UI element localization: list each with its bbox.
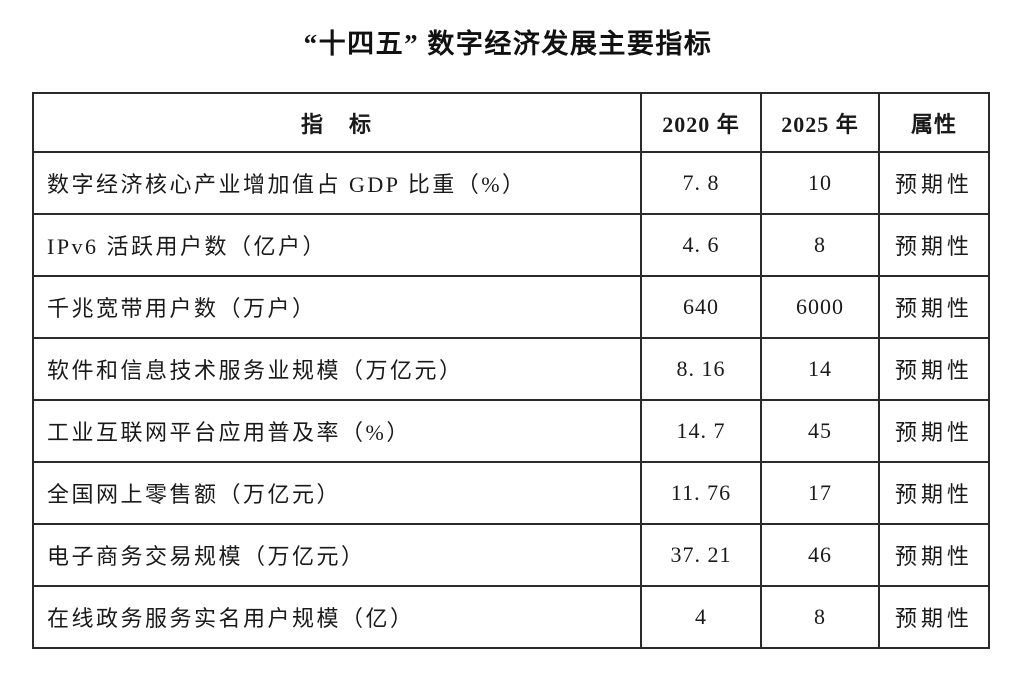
indicator-cell: 电子商务交易规模（万亿元） — [32, 523, 642, 587]
header-cell-2025: 2025 年 — [760, 92, 880, 153]
attribute-cell: 预期性 — [878, 399, 990, 463]
attribute-cell: 预期性 — [878, 523, 990, 587]
value-2020-cell: 37. 21 — [640, 523, 762, 587]
value-2025-cell: 6000 — [760, 275, 880, 339]
value-2025-cell: 46 — [760, 523, 880, 587]
indicator-cell: 全国网上零售额（万亿元） — [32, 461, 642, 525]
indicator-cell: 数字经济核心产业增加值占 GDP 比重（%） — [32, 151, 642, 215]
indicators-table: 指 标 2020 年 2025 年 属性 数字经济核心产业增加值占 GDP 比重… — [32, 92, 990, 649]
attribute-cell: 预期性 — [878, 275, 990, 339]
value-2025-cell: 8 — [760, 585, 880, 649]
value-2025-cell: 17 — [760, 461, 880, 525]
indicator-cell: 工业互联网平台应用普及率（%） — [32, 399, 642, 463]
indicator-cell: 软件和信息技术服务业规模（万亿元） — [32, 337, 642, 401]
attribute-cell: 预期性 — [878, 461, 990, 525]
indicator-cell: 千兆宽带用户数（万户） — [32, 275, 642, 339]
table-row: 数字经济核心产业增加值占 GDP 比重（%） 7. 8 10 预期性 — [32, 151, 990, 215]
value-2020-cell: 4 — [640, 585, 762, 649]
value-2025-cell: 10 — [760, 151, 880, 215]
value-2020-cell: 8. 16 — [640, 337, 762, 401]
value-2025-cell: 14 — [760, 337, 880, 401]
value-2020-cell: 7. 8 — [640, 151, 762, 215]
attribute-cell: 预期性 — [878, 151, 990, 215]
table-row: 电子商务交易规模（万亿元） 37. 21 46 预期性 — [32, 523, 990, 587]
table-row: 千兆宽带用户数（万户） 640 6000 预期性 — [32, 275, 990, 339]
table-row: 全国网上零售额（万亿元） 11. 76 17 预期性 — [32, 461, 990, 525]
value-2020-cell: 14. 7 — [640, 399, 762, 463]
table-row: IPv6 活跃用户数（亿户） 4. 6 8 预期性 — [32, 213, 990, 277]
value-2020-cell: 4. 6 — [640, 213, 762, 277]
attribute-cell: 预期性 — [878, 213, 990, 277]
value-2025-cell: 45 — [760, 399, 880, 463]
header-cell-attribute: 属性 — [878, 92, 990, 153]
attribute-cell: 预期性 — [878, 337, 990, 401]
header-cell-2020: 2020 年 — [640, 92, 762, 153]
value-2025-cell: 8 — [760, 213, 880, 277]
value-2020-cell: 11. 76 — [640, 461, 762, 525]
indicator-cell: 在线政务服务实名用户规模（亿） — [32, 585, 642, 649]
attribute-cell: 预期性 — [878, 585, 990, 649]
table-row: 软件和信息技术服务业规模（万亿元） 8. 16 14 预期性 — [32, 337, 990, 401]
value-2020-cell: 640 — [640, 275, 762, 339]
indicator-cell: IPv6 活跃用户数（亿户） — [32, 213, 642, 277]
page-title: “十四五” 数字经济发展主要指标 — [303, 29, 713, 59]
table-row: 在线政务服务实名用户规模（亿） 4 8 预期性 — [32, 585, 990, 649]
table-row: 工业互联网平台应用普及率（%） 14. 7 45 预期性 — [32, 399, 990, 463]
header-cell-indicator: 指 标 — [32, 92, 642, 153]
table-header-row: 指 标 2020 年 2025 年 属性 — [32, 92, 990, 153]
